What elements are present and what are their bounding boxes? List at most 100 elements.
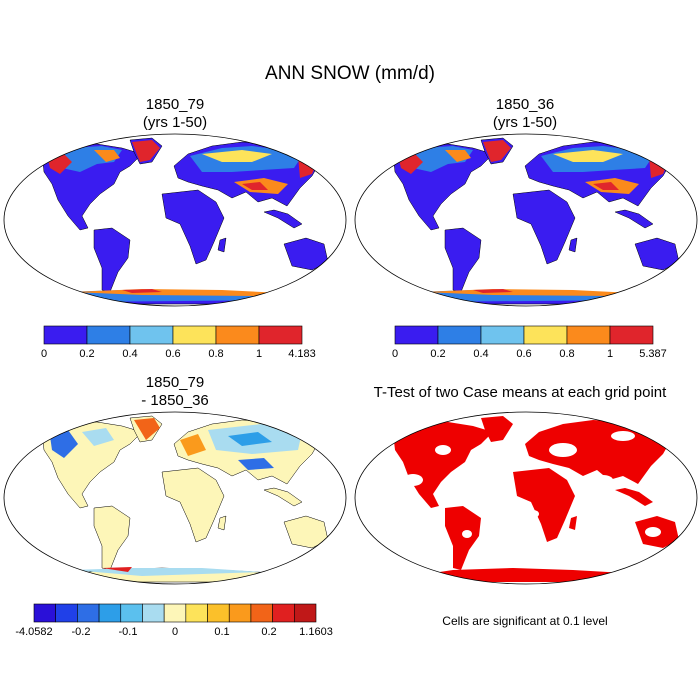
colorbar-swatch	[86, 325, 131, 345]
non-significant-region	[549, 443, 577, 457]
panel2-title: 1850_36 (yrs 1-50)	[425, 96, 625, 132]
continent-madagascar	[217, 515, 227, 531]
colorbar-tick-label: 0.1	[214, 626, 229, 638]
colorbar-tick-label: 0.6	[165, 348, 180, 360]
continent-seasia	[263, 209, 303, 229]
non-significant-region	[593, 475, 613, 485]
non-significant-region	[435, 445, 451, 455]
colorbar-tick-label: 0	[172, 626, 178, 638]
colorbar-swatch	[142, 603, 165, 623]
map-border	[354, 411, 698, 585]
map-border	[354, 133, 698, 307]
field-region	[102, 567, 132, 572]
colorbar-tick-label: 0	[392, 348, 398, 360]
non-significant-region	[403, 474, 423, 486]
colorbar-swatch	[523, 325, 568, 345]
figure-title: ANN SNOW (mm/d)	[265, 63, 435, 84]
colorbar-tick-label: 0.2	[430, 348, 445, 360]
panel1-title-line1: 1850_79	[145, 96, 205, 113]
panel1-title: 1850_79 (yrs 1-50)	[75, 96, 275, 132]
colorbar-swatch	[609, 325, 654, 345]
significant-region	[445, 506, 481, 570]
colorbar-swatch	[207, 603, 230, 623]
colorbar-1850-79: 0 0.2 0.4 0.6 0.8 1 4.183	[41, 325, 316, 360]
field-region	[473, 289, 513, 293]
non-significant-region	[495, 485, 511, 495]
significant-region	[393, 422, 493, 508]
colorbar-swatch	[228, 603, 252, 623]
colorbar-swatch	[77, 603, 100, 623]
non-significant-region	[527, 510, 539, 518]
field-region	[238, 458, 274, 470]
significant-region	[513, 468, 575, 542]
continent-seasia	[614, 209, 654, 229]
field-region	[94, 150, 120, 162]
map-panel-difference	[3, 411, 347, 585]
continent-africa	[512, 189, 576, 265]
colorbar-swatch	[185, 603, 208, 623]
colorbar-swatch	[566, 325, 611, 345]
field-region	[483, 140, 511, 162]
colorbar-swatch	[272, 603, 295, 623]
continent-southAmerica	[93, 227, 131, 293]
field-region	[134, 418, 160, 440]
colorbar-tick-label: 5.387	[639, 348, 667, 360]
field-region	[82, 428, 114, 446]
colorbar-swatch	[394, 325, 439, 345]
panel1-title-line2: (yrs 1-50)	[142, 114, 208, 131]
colorbar-1850-36: 0 0.2 0.4 0.6 0.8 1 5.387	[392, 325, 667, 360]
continent-africa	[161, 467, 225, 543]
significance-note: Cells are significant at 0.1 level	[442, 614, 608, 628]
panel2-title-line1: 1850_36	[495, 96, 555, 113]
map-border	[3, 411, 347, 585]
field-region	[180, 434, 206, 456]
significant-region	[481, 416, 513, 442]
colorbar-swatch	[33, 603, 56, 623]
field-region	[132, 140, 160, 162]
colorbar-swatch	[55, 603, 78, 623]
field-region	[445, 150, 471, 162]
map-border	[3, 133, 347, 307]
colorbar-swatch	[437, 325, 482, 345]
colorbar-tick-label: 0.4	[473, 348, 488, 360]
colorbar-swatch	[480, 325, 525, 345]
continent-southAmerica	[444, 227, 482, 293]
map-panel-ttest	[354, 411, 698, 585]
colorbar-tick-label: 0.4	[122, 348, 137, 360]
non-significant-region	[611, 431, 635, 441]
colorbar-swatch	[258, 325, 303, 345]
colorbar-swatch	[129, 325, 174, 345]
colorbar-tick-label: -0.1	[119, 626, 138, 638]
panel4-title-line1: T-Test of two Case means at each grid po…	[373, 384, 667, 401]
continent-seasia	[263, 487, 303, 507]
continent-madagascar	[568, 237, 578, 253]
map-panel-1850-79	[3, 133, 347, 307]
non-significant-region	[645, 527, 661, 537]
field-region	[50, 430, 78, 458]
colorbar-swatch	[250, 603, 273, 623]
field-region	[593, 182, 619, 190]
colorbar-tick-label: 0	[41, 348, 47, 360]
colorbar-swatch	[98, 603, 122, 623]
continent-southAmerica	[93, 505, 131, 571]
colorbar-tick-label: 1	[256, 348, 262, 360]
panel3-title: 1850_79 - 1850_36	[75, 374, 275, 410]
colorbar-tick-label: -4.0582	[15, 626, 52, 638]
colorbar-difference: -4.0582 -0.2 -0.1 0 0.1 0.2 1.1603	[15, 603, 333, 638]
colorbar-tick-label: 4.183	[288, 348, 316, 360]
continent-africa	[161, 189, 225, 265]
significant-region	[569, 516, 577, 530]
panel2-title-line2: (yrs 1-50)	[492, 114, 558, 131]
colorbar-swatch	[120, 603, 143, 623]
colorbar-tick-label: -0.2	[72, 626, 91, 638]
colorbar-swatch	[163, 603, 187, 623]
panel3-title-line1: 1850_79	[145, 374, 205, 391]
non-significant-region	[462, 530, 472, 538]
colorbar-swatch	[172, 325, 217, 345]
field-region	[553, 150, 623, 162]
map-panel-1850-36	[354, 133, 698, 307]
field-region	[122, 289, 162, 293]
continent-madagascar	[217, 237, 227, 253]
colorbar-swatch	[43, 325, 88, 345]
colorbar-tick-label: 0.2	[261, 626, 276, 638]
